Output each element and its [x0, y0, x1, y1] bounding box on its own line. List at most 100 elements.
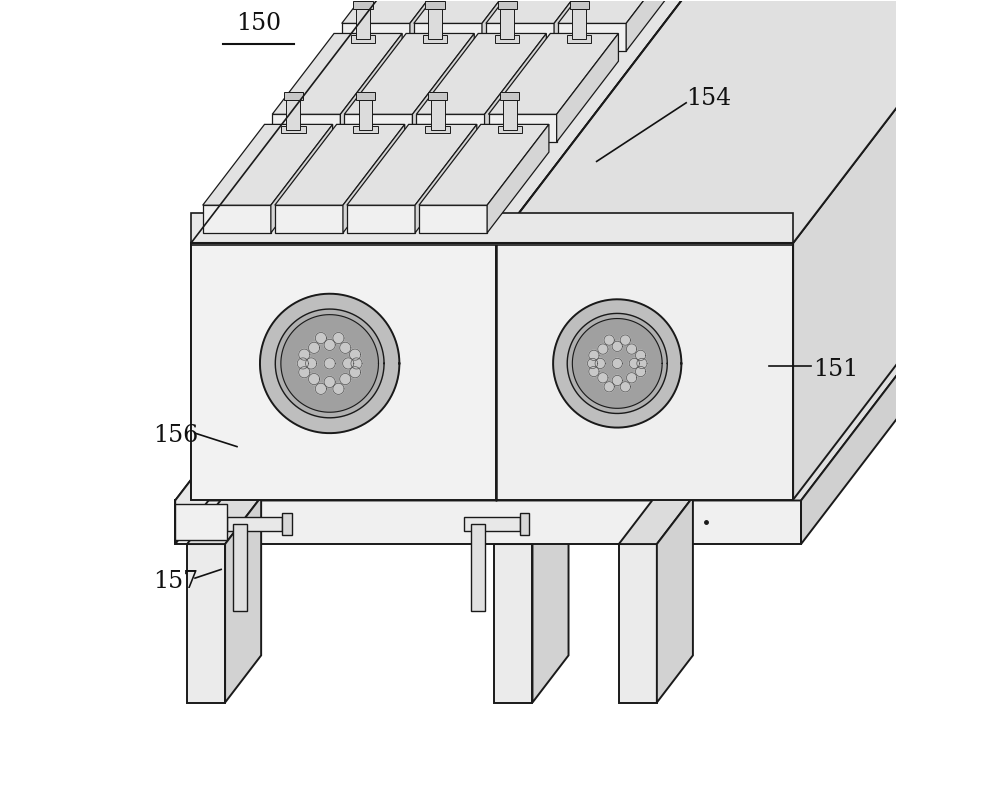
Polygon shape [416, 114, 485, 142]
Polygon shape [589, 366, 599, 377]
Polygon shape [496, 0, 1000, 243]
Polygon shape [414, 23, 482, 51]
Polygon shape [203, 124, 333, 205]
Polygon shape [595, 359, 605, 369]
Polygon shape [333, 332, 344, 343]
Polygon shape [620, 382, 630, 392]
Polygon shape [629, 359, 639, 369]
Polygon shape [419, 205, 487, 233]
Polygon shape [567, 313, 667, 413]
Polygon shape [612, 375, 622, 386]
Polygon shape [324, 376, 335, 387]
Polygon shape [297, 358, 308, 369]
Polygon shape [464, 517, 520, 531]
Polygon shape [275, 309, 384, 418]
Polygon shape [486, 0, 616, 23]
Polygon shape [414, 0, 544, 23]
Polygon shape [558, 0, 688, 23]
Polygon shape [500, 10, 514, 40]
Polygon shape [495, 35, 519, 43]
Polygon shape [233, 524, 247, 611]
Polygon shape [964, 497, 1000, 703]
Polygon shape [227, 517, 282, 531]
Polygon shape [657, 497, 693, 703]
Polygon shape [356, 10, 370, 40]
Polygon shape [356, 92, 375, 100]
Polygon shape [598, 344, 608, 355]
Polygon shape [353, 2, 373, 10]
Polygon shape [612, 359, 622, 369]
Polygon shape [619, 497, 693, 544]
Polygon shape [572, 319, 662, 409]
Polygon shape [587, 359, 598, 369]
Text: 150: 150 [236, 12, 281, 35]
Polygon shape [494, 497, 569, 544]
Polygon shape [496, 140, 528, 283]
Polygon shape [260, 293, 399, 433]
Polygon shape [612, 341, 622, 351]
Polygon shape [187, 497, 261, 544]
Polygon shape [604, 335, 614, 345]
Polygon shape [284, 92, 303, 100]
Polygon shape [343, 358, 354, 369]
Polygon shape [347, 124, 477, 205]
Polygon shape [425, 2, 445, 10]
Polygon shape [191, 0, 500, 500]
Polygon shape [928, 140, 960, 283]
Polygon shape [344, 114, 412, 142]
Polygon shape [187, 544, 225, 703]
Polygon shape [626, 344, 637, 355]
Polygon shape [486, 23, 554, 51]
Polygon shape [281, 126, 306, 134]
Polygon shape [572, 10, 586, 40]
Polygon shape [567, 35, 591, 43]
Polygon shape [353, 126, 378, 134]
Polygon shape [419, 124, 549, 205]
Polygon shape [423, 35, 447, 43]
Polygon shape [286, 100, 300, 130]
Polygon shape [308, 342, 320, 354]
Polygon shape [496, 243, 793, 500]
Polygon shape [503, 100, 517, 130]
Polygon shape [203, 205, 271, 233]
Polygon shape [604, 382, 614, 392]
Polygon shape [272, 114, 340, 142]
Polygon shape [351, 358, 362, 369]
Polygon shape [489, 114, 557, 142]
Polygon shape [175, 96, 1000, 501]
Polygon shape [344, 33, 474, 114]
Text: 154: 154 [686, 87, 731, 110]
Polygon shape [635, 366, 646, 377]
Polygon shape [620, 335, 630, 345]
Polygon shape [225, 497, 261, 703]
Polygon shape [299, 366, 310, 378]
Polygon shape [416, 33, 546, 114]
Polygon shape [282, 513, 292, 535]
Text: 156: 156 [153, 424, 198, 447]
Polygon shape [485, 33, 546, 142]
Polygon shape [340, 374, 351, 385]
Polygon shape [340, 342, 351, 354]
Polygon shape [342, 23, 410, 51]
Polygon shape [342, 0, 472, 23]
Polygon shape [315, 332, 326, 343]
Polygon shape [926, 544, 964, 703]
Polygon shape [482, 0, 544, 51]
Polygon shape [498, 126, 522, 134]
Polygon shape [520, 513, 529, 535]
Polygon shape [299, 349, 310, 360]
Polygon shape [489, 33, 618, 114]
Polygon shape [431, 100, 445, 130]
Text: 151: 151 [813, 359, 858, 382]
Polygon shape [554, 0, 616, 51]
Polygon shape [275, 124, 405, 205]
Polygon shape [500, 92, 519, 100]
Polygon shape [333, 383, 344, 394]
Polygon shape [347, 205, 415, 233]
Polygon shape [626, 0, 688, 51]
Polygon shape [343, 124, 405, 233]
Polygon shape [340, 33, 402, 142]
Polygon shape [175, 505, 227, 540]
Polygon shape [532, 497, 569, 703]
Text: 157: 157 [153, 570, 198, 593]
